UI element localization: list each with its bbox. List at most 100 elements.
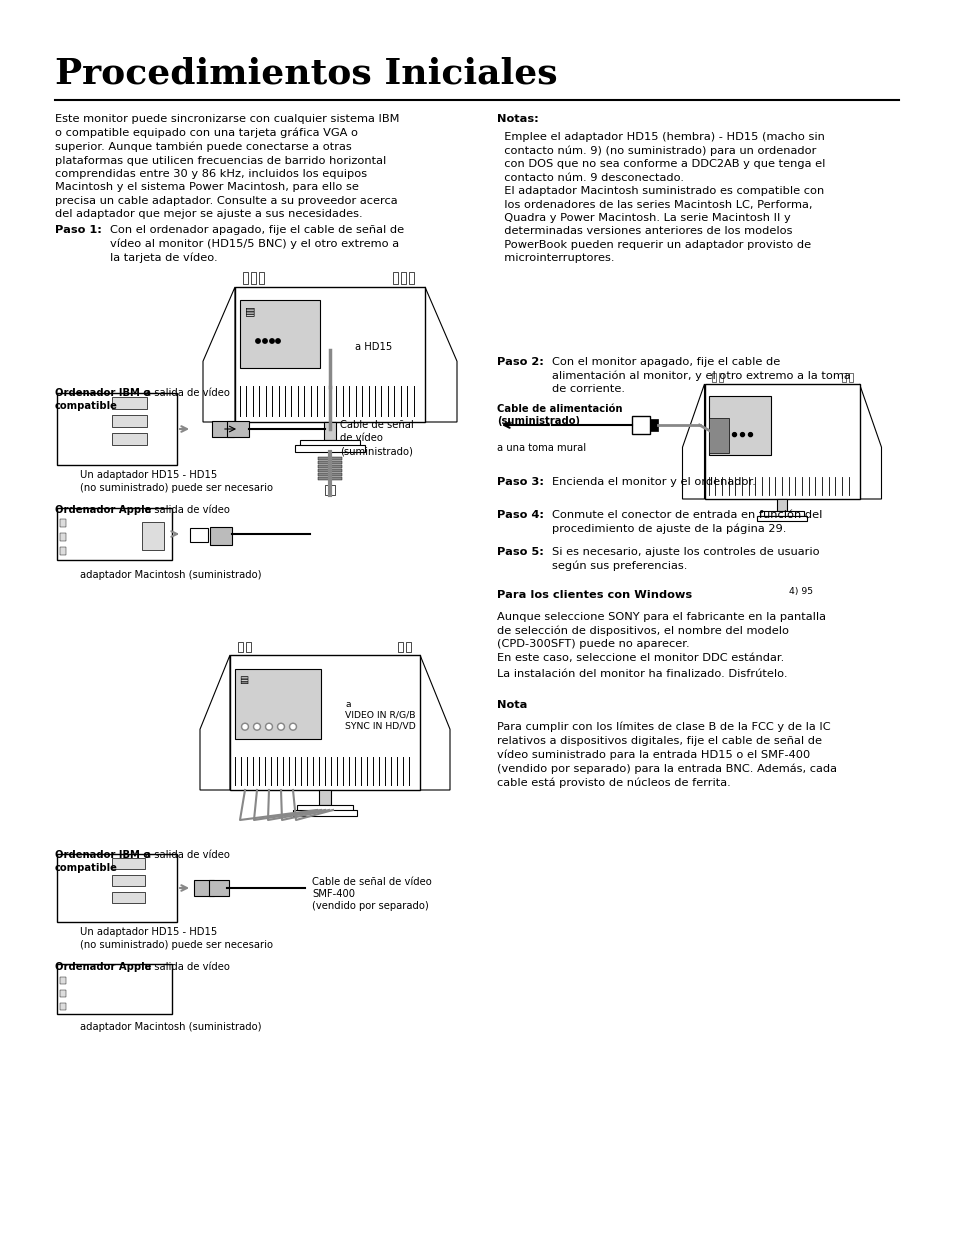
Circle shape: [253, 723, 260, 730]
Bar: [246, 642, 251, 652]
Text: Con el monitor apagado, fije el cable de
alimentación al monitor, y el otro extr: Con el monitor apagado, fije el cable de…: [552, 356, 850, 395]
Text: adaptador Macintosh (suministrado): adaptador Macintosh (suministrado): [80, 570, 261, 580]
Bar: [210, 527, 232, 545]
Bar: [708, 419, 728, 453]
Bar: [318, 790, 331, 805]
Polygon shape: [681, 384, 703, 499]
Bar: [317, 477, 341, 479]
Bar: [112, 892, 145, 903]
Bar: [60, 977, 66, 984]
Bar: [190, 528, 208, 542]
Bar: [112, 433, 147, 445]
Text: 4) 95: 4) 95: [788, 587, 812, 596]
Bar: [711, 373, 715, 383]
Bar: [317, 473, 341, 476]
Bar: [760, 510, 803, 515]
Text: adaptador Macintosh (suministrado): adaptador Macintosh (suministrado): [80, 1022, 261, 1032]
Polygon shape: [203, 287, 234, 422]
Text: ▤: ▤: [239, 674, 248, 684]
Text: Ordenador Apple: Ordenador Apple: [55, 505, 152, 515]
Bar: [57, 508, 172, 560]
Text: Procedimientos Iniciales: Procedimientos Iniciales: [55, 57, 558, 91]
Bar: [112, 397, 147, 409]
Bar: [757, 515, 806, 520]
Text: Cable de señal de vídeo
SMF-400
(vendido por separado): Cable de señal de vídeo SMF-400 (vendido…: [312, 877, 432, 910]
Circle shape: [265, 723, 273, 730]
Text: a salida de vídeo: a salida de vídeo: [145, 850, 230, 859]
Bar: [708, 395, 770, 456]
Text: Paso 5:: Paso 5:: [497, 546, 543, 556]
Text: Con el ordenador apagado, fije el cable de señal de
vídeo al monitor (HD15/5 BNC: Con el ordenador apagado, fije el cable …: [110, 225, 404, 263]
Bar: [60, 990, 66, 997]
Bar: [57, 964, 172, 1013]
Bar: [234, 287, 424, 422]
Bar: [112, 858, 145, 869]
Text: Ordenador IBM o
compatible: Ordenador IBM o compatible: [55, 850, 150, 873]
Bar: [317, 461, 341, 465]
Bar: [631, 416, 649, 433]
Bar: [293, 810, 356, 816]
Text: Nota: Nota: [497, 700, 527, 710]
Text: a salida de vídeo: a salida de vídeo: [145, 388, 230, 397]
Bar: [325, 484, 335, 496]
Bar: [209, 881, 229, 895]
Bar: [393, 272, 397, 284]
Text: a una toma mural: a una toma mural: [497, 443, 585, 453]
Bar: [142, 522, 164, 550]
Circle shape: [241, 723, 248, 730]
Text: Para los clientes con Windows: Para los clientes con Windows: [497, 590, 691, 600]
Text: La instalación del monitor ha finalizado. Disfrútelo.: La instalación del monitor ha finalizado…: [497, 669, 786, 679]
Bar: [234, 668, 320, 739]
Circle shape: [262, 339, 267, 343]
Bar: [60, 533, 66, 542]
Circle shape: [289, 723, 296, 730]
Bar: [193, 881, 213, 895]
Text: Conmute el conector de entrada en función del
procedimiento de ajuste de la pági: Conmute el conector de entrada en funció…: [552, 510, 821, 534]
Text: ▤: ▤: [245, 307, 255, 317]
Circle shape: [291, 724, 294, 729]
Polygon shape: [200, 655, 230, 790]
Text: Notas:: Notas:: [497, 114, 538, 124]
Circle shape: [270, 339, 274, 343]
Bar: [112, 876, 145, 886]
Text: a salida de vídeo: a salida de vídeo: [145, 963, 230, 972]
Bar: [212, 421, 233, 437]
Bar: [60, 519, 66, 527]
Text: Ordenador IBM o
compatible: Ordenador IBM o compatible: [55, 388, 150, 411]
Bar: [60, 546, 66, 555]
Text: a HD15: a HD15: [355, 342, 392, 351]
Bar: [230, 655, 419, 790]
Bar: [294, 446, 365, 452]
Bar: [847, 373, 852, 383]
Text: Cable de alimentación
(suministrado): Cable de alimentación (suministrado): [497, 404, 622, 426]
Bar: [317, 457, 341, 460]
Circle shape: [748, 432, 752, 437]
Bar: [296, 805, 353, 811]
Bar: [258, 272, 264, 284]
Text: Un adaptador HD15 - HD15
(no suministrado) puede ser necesario: Un adaptador HD15 - HD15 (no suministrad…: [80, 469, 273, 493]
Bar: [317, 465, 341, 468]
Text: Un adaptador HD15 - HD15
(no suministrado) puede ser necesario: Un adaptador HD15 - HD15 (no suministrad…: [80, 927, 273, 950]
Bar: [251, 272, 255, 284]
Circle shape: [267, 724, 271, 729]
Bar: [57, 392, 177, 465]
Bar: [57, 854, 177, 922]
Bar: [240, 301, 319, 368]
Bar: [409, 272, 414, 284]
Polygon shape: [424, 287, 456, 422]
Text: Paso 2:: Paso 2:: [497, 356, 543, 366]
Circle shape: [254, 724, 258, 729]
Polygon shape: [859, 384, 881, 499]
Bar: [237, 642, 243, 652]
Bar: [718, 373, 721, 383]
Bar: [400, 272, 406, 284]
Text: a
VIDEO IN R/G/B
SYNC IN HD/VD: a VIDEO IN R/G/B SYNC IN HD/VD: [345, 700, 416, 730]
Text: Ordenador Apple: Ordenador Apple: [55, 963, 152, 972]
Bar: [324, 422, 335, 440]
Circle shape: [740, 432, 743, 437]
Bar: [649, 419, 658, 431]
Polygon shape: [419, 655, 450, 790]
Text: Paso 4:: Paso 4:: [497, 510, 543, 520]
Text: Paso 3:: Paso 3:: [497, 477, 543, 487]
Bar: [397, 642, 402, 652]
